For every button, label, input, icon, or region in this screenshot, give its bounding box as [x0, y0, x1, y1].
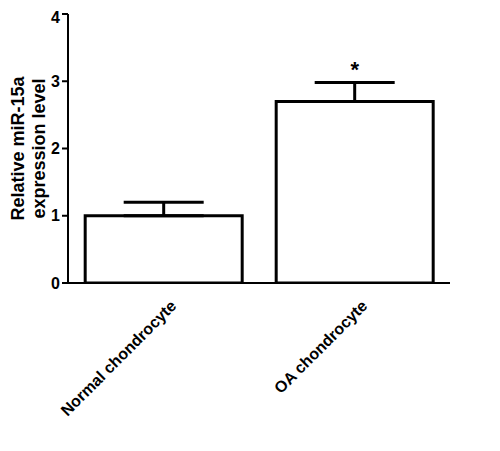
- svg-text:2: 2: [51, 140, 60, 157]
- svg-text:*: *: [350, 57, 359, 82]
- svg-text:Relative miR-15aexpression lev: Relative miR-15aexpression level: [8, 75, 49, 220]
- svg-text:0: 0: [51, 275, 60, 292]
- svg-text:4: 4: [51, 9, 60, 26]
- svg-text:3: 3: [51, 73, 60, 90]
- svg-text:Normal chondrocyte: Normal chondrocyte: [58, 297, 180, 419]
- svg-text:1: 1: [51, 207, 60, 224]
- svg-text:OA chondrocyte: OA chondrocyte: [271, 297, 371, 397]
